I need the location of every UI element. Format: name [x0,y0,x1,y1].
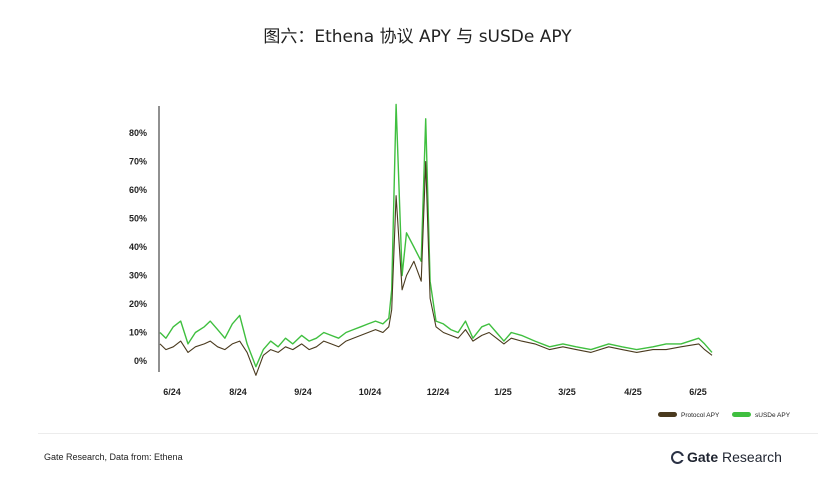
footer-divider [38,433,818,434]
x-tick-label: 9/24 [294,387,312,397]
x-tick-label: 6/24 [163,387,181,397]
y-tick-label: 40% [129,242,147,252]
gate-logo-icon [671,450,685,464]
brand-name-bold: Gate [687,449,719,465]
brand-name-rest: Research [718,449,782,465]
y-tick-label: 60% [129,185,147,195]
brand-logo: Gate Research [671,449,782,465]
x-tick-label: 3/25 [558,387,576,397]
series-line-protocol-apy [159,160,713,376]
y-tick-label: 30% [129,271,147,281]
source-note: Gate Research, Data from: Ethena [44,452,183,462]
series-group [159,103,713,376]
x-axis-ticks: 6/24 8/24 9/24 10/24 12/24 1/25 3/25 4/25 6/25 [163,387,707,397]
legend-label-susde-apy: sUSDe APY [755,412,791,419]
x-tick-label: 8/24 [229,387,247,397]
legend-swatch-protocol-apy [658,412,677,417]
x-tick-label: 1/25 [494,387,512,397]
y-tick-label: 70% [129,157,147,167]
chart-title: 图六：Ethena 协议 APY 与 sUSDe APY [263,27,572,47]
series-line-susde-apy [159,103,713,368]
x-tick-label: 12/24 [427,387,450,397]
legend-swatch-susde-apy [732,412,751,417]
x-tick-label: 10/24 [359,387,382,397]
legend-label-protocol-apy: Protocol APY [681,412,720,419]
x-tick-label: 6/25 [689,387,707,397]
y-tick-label: 80% [129,128,147,138]
y-tick-label: 10% [129,328,147,338]
y-tick-label: 0% [134,356,147,366]
y-tick-label: 20% [129,299,147,309]
y-tick-label: 50% [129,214,147,224]
x-tick-label: 4/25 [624,387,642,397]
y-axis-ticks: 0% 10% 20% 30% 40% 50% 60% 70% 80% [129,128,147,366]
legend: Protocol APY sUSDe APY [658,412,791,419]
